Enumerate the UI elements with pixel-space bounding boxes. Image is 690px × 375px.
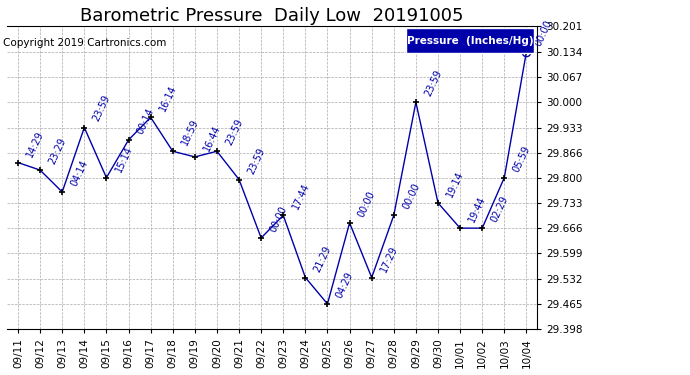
Text: 02:29: 02:29 — [489, 194, 510, 224]
Text: 00:00: 00:00 — [357, 189, 377, 219]
Text: 19:44: 19:44 — [467, 195, 488, 224]
Text: 23:59: 23:59 — [224, 117, 245, 147]
Text: 04:14: 04:14 — [69, 158, 90, 188]
Text: 23:59: 23:59 — [423, 69, 444, 98]
Text: 00:00: 00:00 — [401, 182, 422, 211]
Text: 23:29: 23:29 — [47, 136, 68, 166]
Text: 00:00: 00:00 — [533, 18, 554, 48]
Text: 04:29: 04:29 — [335, 270, 355, 300]
Text: 15:14: 15:14 — [113, 144, 135, 174]
Text: 05:59: 05:59 — [511, 144, 532, 174]
Text: Pressure  (Inches/Hg): Pressure (Inches/Hg) — [407, 36, 533, 45]
Text: 00:14: 00:14 — [135, 106, 156, 136]
Text: 17:44: 17:44 — [290, 182, 311, 211]
Text: 23:59: 23:59 — [91, 94, 112, 123]
Text: 19:14: 19:14 — [445, 170, 466, 199]
Text: 17:29: 17:29 — [379, 244, 400, 273]
Text: 23:59: 23:59 — [246, 146, 267, 176]
Text: Copyright 2019 Cartronics.com: Copyright 2019 Cartronics.com — [3, 38, 167, 48]
Title: Barometric Pressure  Daily Low  20191005: Barometric Pressure Daily Low 20191005 — [81, 7, 464, 25]
Text: 18:59: 18:59 — [179, 118, 201, 147]
Text: 14:29: 14:29 — [25, 129, 46, 158]
Text: 21:29: 21:29 — [313, 244, 333, 273]
Text: 16:44: 16:44 — [201, 123, 223, 153]
Text: 00:00: 00:00 — [268, 204, 289, 234]
Text: 16:14: 16:14 — [157, 84, 179, 113]
